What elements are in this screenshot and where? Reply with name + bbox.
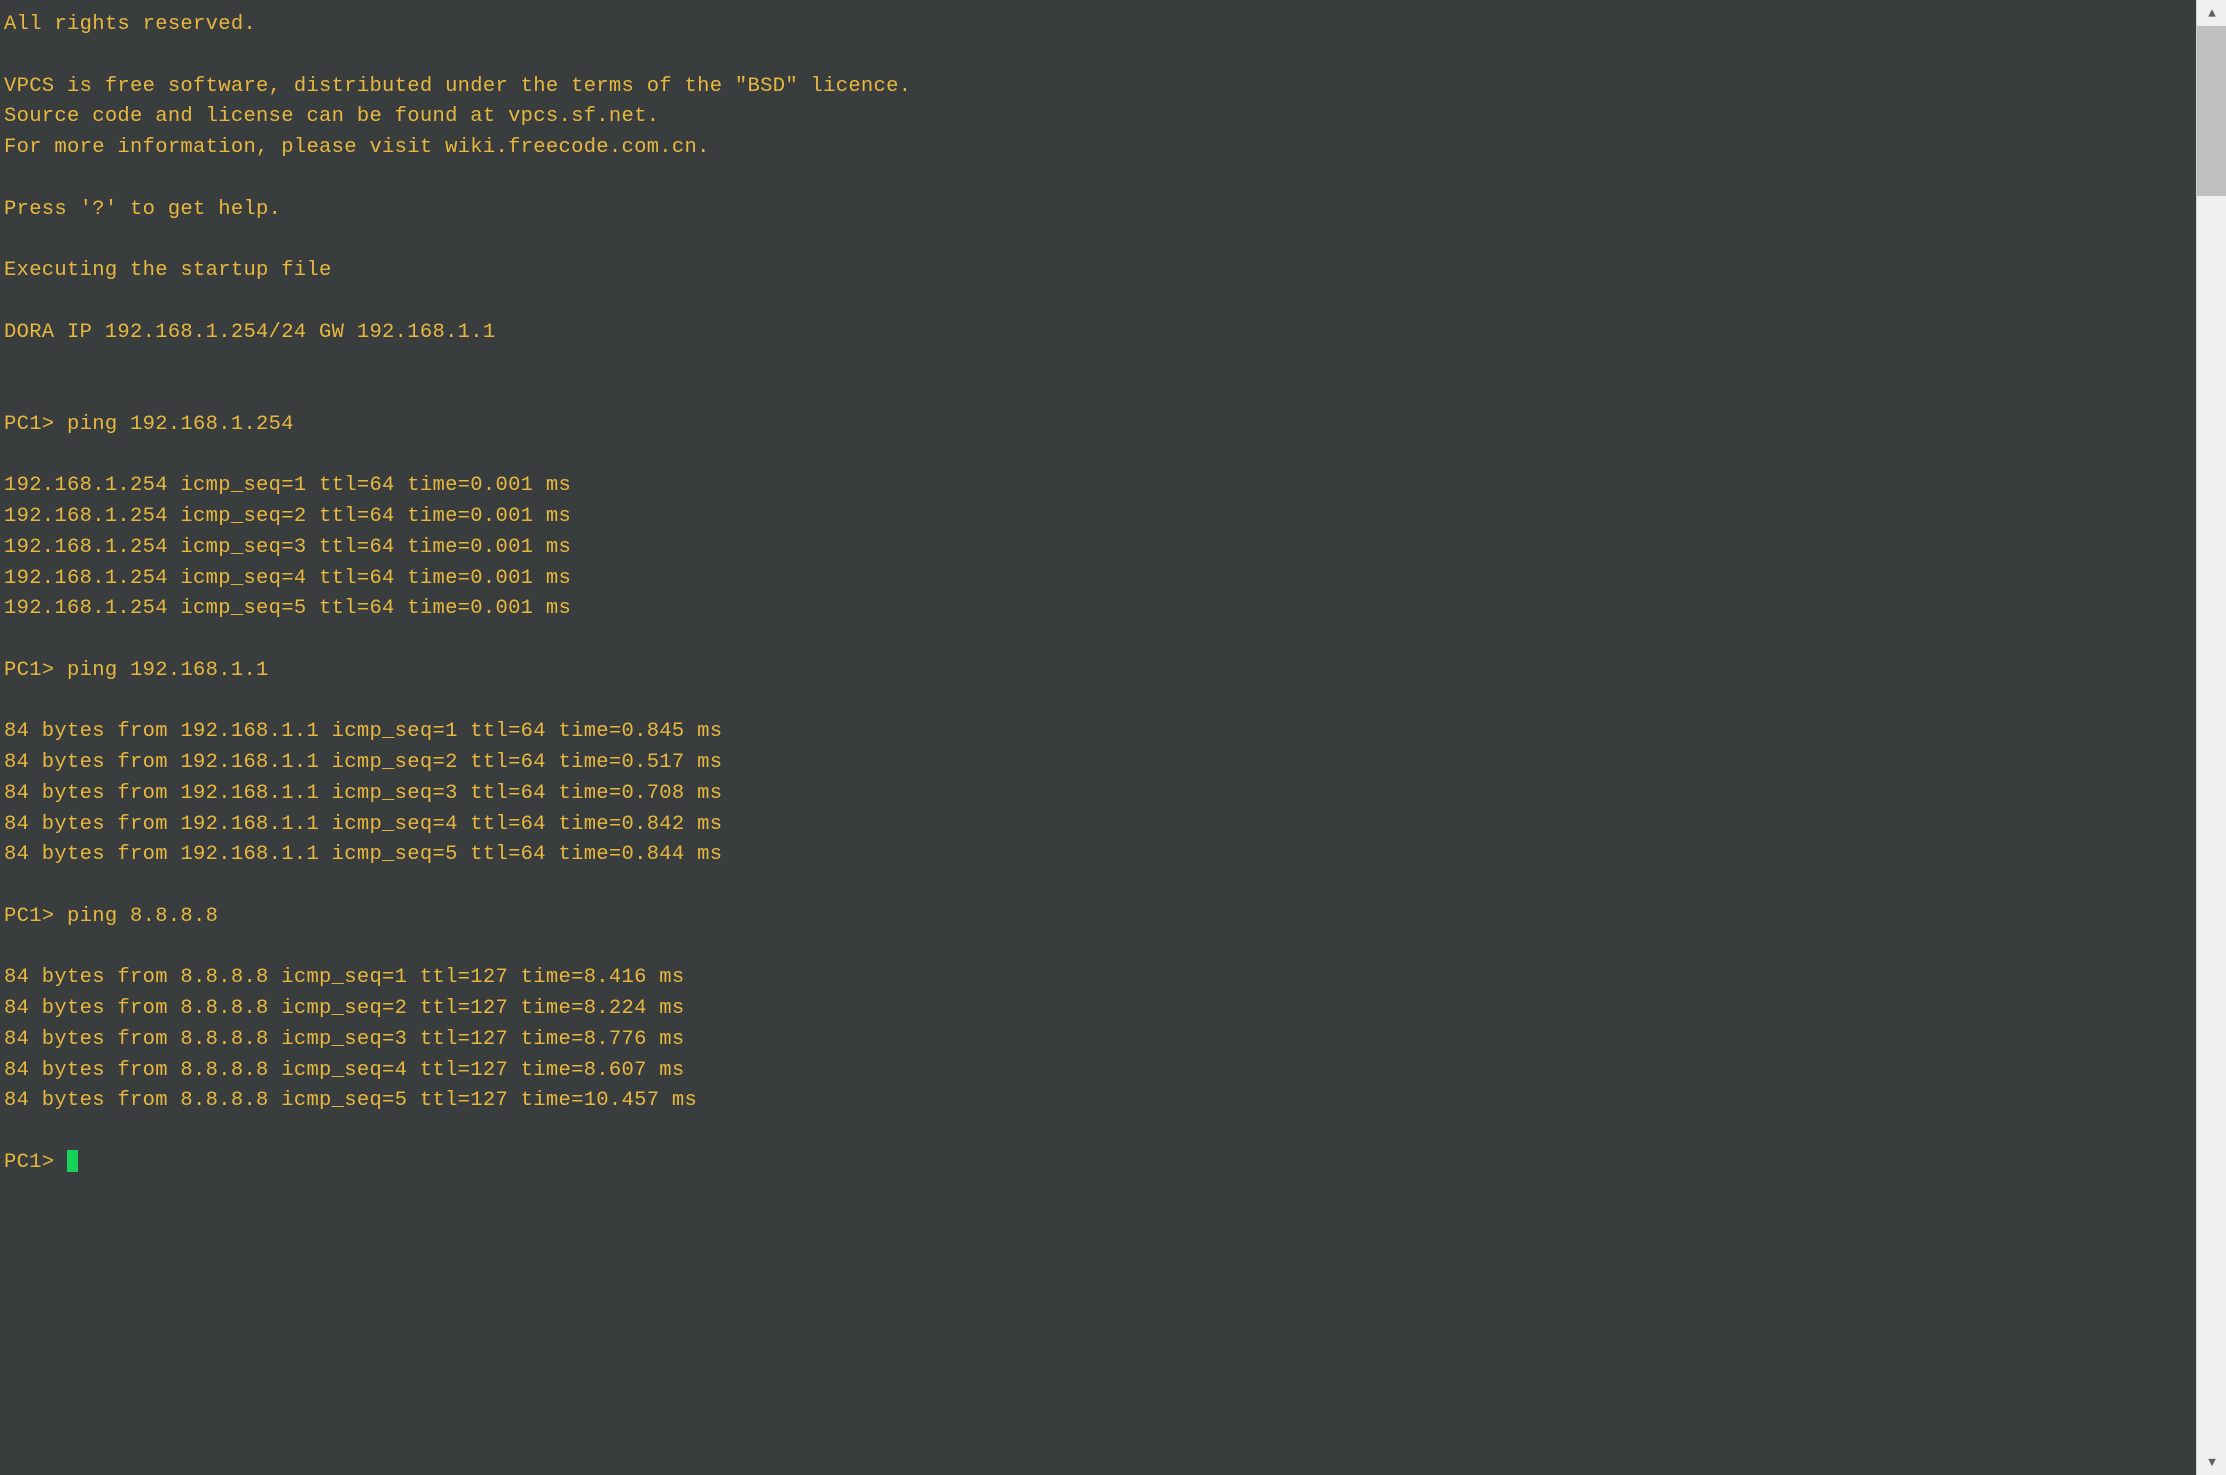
scrollbar-thumb[interactable] (2197, 26, 2226, 196)
terminal-cursor (67, 1150, 78, 1172)
scrollbar-track[interactable] (2197, 26, 2226, 1449)
terminal-output[interactable]: All rights reserved. VPCS is free softwa… (0, 0, 2196, 1189)
chevron-down-icon: ▼ (2208, 1456, 2216, 1469)
terminal-prompt: PC1> (4, 1151, 67, 1174)
scrollbar-arrow-up[interactable]: ▲ (2197, 0, 2226, 26)
vertical-scrollbar[interactable]: ▲ ▼ (2196, 0, 2226, 1475)
chevron-up-icon: ▲ (2208, 7, 2216, 20)
terminal-container: All rights reserved. VPCS is free softwa… (0, 0, 2196, 1475)
scrollbar-arrow-down[interactable]: ▼ (2197, 1449, 2226, 1475)
